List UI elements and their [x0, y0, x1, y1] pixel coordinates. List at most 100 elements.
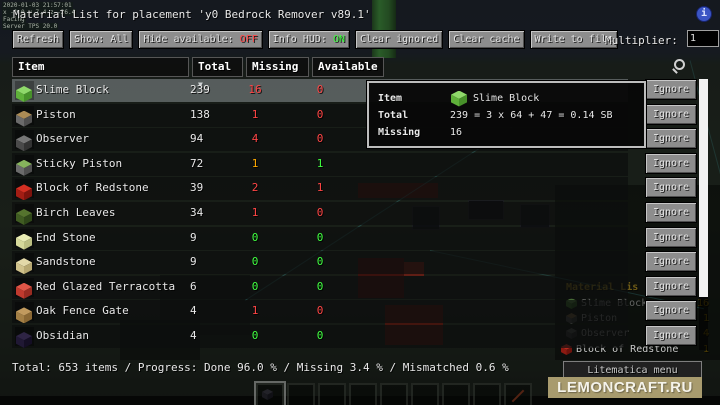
debug-overlay: 2020-01-03 21:57:01 x -1.0 y 7.4 z -26.4… — [2, 2, 77, 30]
hotbar-slot — [380, 383, 408, 405]
missing-value: 0 — [251, 328, 259, 342]
item-name: Block of Redstone — [36, 181, 149, 195]
hide-available-button[interactable]: Hide available: OFF — [138, 30, 263, 49]
table-row[interactable]: Birch Leaves 34 1 0 Ignore — [12, 201, 697, 225]
item-name: Obsidian — [36, 328, 89, 342]
item-name: Birch Leaves — [36, 205, 116, 219]
ignore-button[interactable]: Ignore — [645, 201, 697, 223]
watermark: LEMONCRAFT.RU — [548, 377, 702, 398]
total-value: 4 — [190, 304, 197, 318]
hotbar — [256, 383, 532, 405]
missing-value: 1 — [251, 205, 259, 219]
multiplier-input[interactable] — [687, 30, 719, 47]
table-row[interactable]: Sticky Piston 72 1 1 Ignore — [12, 152, 697, 176]
ignore-button[interactable]: Ignore — [645, 251, 697, 273]
ignore-button[interactable]: Ignore — [645, 275, 697, 297]
total-value: 9 — [190, 230, 197, 244]
column-header-total[interactable]: Total ▼ — [192, 57, 243, 89]
item-icon — [15, 253, 34, 275]
sort-arrow-icon: ▼ — [198, 80, 203, 89]
column-header-item[interactable]: Item — [12, 57, 189, 77]
item-icon — [15, 203, 34, 225]
item-name: End Stone — [36, 230, 96, 244]
toggle-state: OFF — [239, 34, 258, 45]
debug-line: x -1.0 y 7.4 z -26.4 — [2, 9, 77, 16]
total-value: 9 — [190, 255, 197, 269]
total-value: 6 — [190, 279, 197, 293]
item-tooltip: Item Slime Block Total 239 = 3 x 64 + 47… — [367, 81, 646, 148]
hotbar-slot — [411, 383, 439, 405]
info-icon[interactable]: i — [697, 7, 711, 21]
column-header-available[interactable]: Available — [312, 57, 384, 77]
table-row[interactable]: Block of Redstone 39 2 1 Ignore — [12, 177, 697, 201]
ignore-button[interactable]: Ignore — [645, 324, 697, 346]
total-value: 72 — [190, 156, 204, 170]
status-bar: Total: 653 items / Progress: Done 96.0 %… — [12, 361, 509, 374]
ignore-button[interactable]: Ignore — [645, 152, 697, 174]
search-icon[interactable] — [672, 59, 685, 72]
total-value: 94 — [190, 132, 204, 146]
ignore-button[interactable]: Ignore — [645, 177, 697, 199]
table-row[interactable]: Red Glazed Terracotta 6 0 0 Ignore — [12, 275, 697, 299]
missing-value: 4 — [251, 132, 259, 146]
tooltip-item-name: Slime Block — [473, 93, 540, 104]
debug-line: 2020-01-03 21:57:01 — [2, 2, 73, 9]
available-value: 0 — [316, 328, 324, 342]
available-value: 0 — [316, 83, 324, 96]
available-value: 1 — [316, 156, 324, 170]
table-row[interactable]: Sandstone 9 0 0 Ignore — [12, 251, 697, 275]
available-value: 0 — [316, 255, 324, 269]
hotbar-slot — [504, 383, 532, 405]
hotbar-slot — [473, 383, 501, 405]
available-value: 0 — [316, 107, 324, 121]
ignore-button[interactable]: Ignore — [645, 226, 697, 248]
table-row[interactable]: End Stone 9 0 0 Ignore — [12, 226, 697, 250]
ignore-button[interactable]: Ignore — [645, 103, 697, 125]
multiplier-label: Multiplier: — [605, 34, 678, 47]
write-to-file-button[interactable]: Write to file — [529, 30, 618, 49]
total-value: 34 — [190, 205, 204, 219]
table-row[interactable]: Obsidian 4 0 0 Ignore — [12, 324, 697, 348]
ignore-button[interactable]: Ignore — [645, 79, 697, 100]
item-icon — [15, 302, 34, 324]
available-value: 0 — [316, 230, 324, 244]
toolbar: Refresh Show: All Hide available: OFF In… — [12, 30, 618, 49]
item-icon — [15, 179, 34, 201]
total-value: 138 — [190, 107, 210, 121]
missing-value: 1 — [251, 107, 259, 121]
missing-value: 2 — [251, 181, 259, 195]
item-name: Observer — [36, 132, 89, 146]
clear-cache-button[interactable]: Clear cache — [448, 30, 525, 49]
page-title: Material List for placement 'y0 Bedrock … — [13, 8, 371, 21]
scrollbar-thumb[interactable] — [699, 79, 708, 297]
ignore-button[interactable]: Ignore — [645, 128, 697, 150]
available-value: 0 — [316, 304, 324, 318]
missing-value: 0 — [251, 279, 259, 293]
missing-value: 1 — [251, 304, 259, 318]
clear-ignored-button[interactable]: Clear ignored — [355, 30, 444, 49]
debug-line: Server TPS 20.0 — [2, 23, 59, 30]
available-value: 0 — [316, 205, 324, 219]
item-icon — [15, 326, 34, 348]
info-hud-button[interactable]: Info HUD: ON — [267, 30, 350, 49]
missing-value: 16 — [248, 83, 262, 96]
ignore-button[interactable]: Ignore — [645, 300, 697, 322]
item-icon — [15, 130, 34, 152]
table-row[interactable]: Oak Fence Gate 4 1 0 Ignore — [12, 300, 697, 324]
missing-value: 0 — [251, 255, 259, 269]
item-icon — [15, 154, 34, 176]
debug-line: Facing — [2, 16, 26, 23]
show-filter-button[interactable]: Show: All — [69, 30, 134, 49]
item-name: Piston — [36, 107, 76, 121]
slime-block-icon — [451, 90, 467, 107]
tooltip-total-value: 239 = 3 x 64 + 47 = 0.14 SB — [450, 110, 613, 121]
scrollbar-track[interactable] — [699, 79, 708, 350]
tooltip-total-label: Total — [378, 110, 409, 121]
item-icon — [15, 228, 34, 250]
hotbar-slot — [318, 383, 346, 405]
item-name: Slime Block — [36, 83, 109, 96]
item-icon — [15, 81, 34, 102]
missing-value: 0 — [251, 230, 259, 244]
column-header-missing[interactable]: Missing — [246, 57, 309, 77]
refresh-button[interactable]: Refresh — [12, 30, 65, 49]
